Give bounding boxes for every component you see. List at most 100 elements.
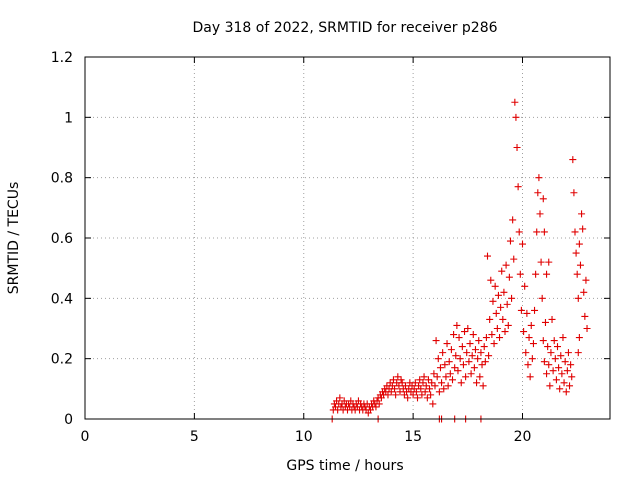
- data-point: [435, 388, 443, 396]
- data-point: [503, 300, 511, 308]
- data-point: [548, 315, 556, 323]
- data-point: [528, 355, 536, 363]
- data-point: [514, 183, 522, 191]
- data-point: [428, 379, 436, 387]
- data-point: [418, 391, 426, 399]
- data-point: [535, 174, 543, 182]
- data-point: [501, 328, 509, 336]
- data-point: [543, 370, 551, 378]
- data-point: [505, 273, 513, 281]
- data-point: [569, 156, 577, 164]
- data-point: [517, 306, 525, 314]
- data-point: [502, 261, 510, 269]
- grid-lines: [85, 57, 610, 419]
- data-point: [573, 270, 581, 278]
- data-point: [566, 382, 574, 390]
- y-tick-label: 1: [64, 110, 73, 126]
- data-point: [570, 189, 578, 197]
- data-point: [499, 315, 507, 323]
- data-point: [479, 382, 487, 390]
- data-point: [568, 373, 576, 381]
- data-point: [429, 400, 437, 408]
- data-point: [525, 334, 533, 342]
- data-point: [567, 361, 575, 369]
- data-point: [455, 334, 463, 342]
- data-point: [416, 376, 424, 384]
- data-point: [462, 373, 470, 381]
- data-point: [424, 376, 432, 384]
- data-point: [434, 355, 442, 363]
- data-point: [444, 382, 452, 390]
- data-point: [441, 361, 449, 369]
- data-point: [445, 358, 453, 366]
- y-tick-label: 0: [64, 412, 73, 428]
- data-point: [414, 394, 421, 402]
- data-point: [417, 385, 425, 393]
- data-point: [488, 331, 496, 339]
- data-point: [486, 315, 494, 323]
- data-point: [538, 294, 546, 302]
- data-point: [401, 382, 409, 390]
- data-point: [494, 291, 502, 299]
- x-tick-label: 0: [81, 429, 90, 445]
- data-point: [527, 321, 535, 329]
- data-point: [526, 373, 534, 381]
- data-point: [480, 343, 488, 351]
- data-point: [454, 367, 462, 375]
- y-tick-label: 0.6: [51, 231, 73, 247]
- data-point: [511, 98, 519, 106]
- data-point: [476, 373, 484, 381]
- data-point: [500, 288, 508, 296]
- data-point: [398, 379, 406, 387]
- chart-title: Day 318 of 2022, SRMTID for receiver p28…: [192, 20, 497, 36]
- data-point: [384, 391, 392, 399]
- data-point: [375, 400, 383, 408]
- data-point: [497, 303, 505, 311]
- data-point: [519, 240, 526, 248]
- data-point: [533, 228, 541, 236]
- data-point: [469, 331, 477, 339]
- data-point: [387, 388, 395, 396]
- data-point: [467, 370, 475, 378]
- data-point: [468, 352, 476, 360]
- data-point: [579, 225, 587, 233]
- data-point: [504, 321, 512, 329]
- data-point: [465, 358, 473, 366]
- data-point: [336, 394, 344, 402]
- data-point: [554, 343, 561, 351]
- data-point: [427, 391, 435, 399]
- data-point: [534, 189, 542, 197]
- data-point: [430, 370, 438, 378]
- data-point: [490, 340, 498, 348]
- data-point: [456, 355, 464, 363]
- data-point: [450, 331, 458, 339]
- y-tick-label: 0.8: [51, 171, 73, 187]
- data-point: [436, 364, 444, 372]
- data-point: [521, 282, 529, 290]
- data-point: [423, 394, 431, 402]
- x-tick-label: 5: [190, 429, 199, 445]
- data-point: [539, 337, 547, 345]
- data-point: [439, 349, 447, 357]
- data-point: [515, 228, 523, 236]
- data-point: [546, 382, 554, 390]
- data-point: [508, 294, 516, 302]
- data-point: [421, 388, 429, 396]
- data-point: [431, 382, 439, 390]
- data-point: [552, 376, 560, 384]
- data-point: [426, 385, 434, 393]
- data-point: [449, 376, 456, 384]
- data-point: [461, 328, 469, 336]
- data-point: [492, 309, 500, 317]
- data-point: [487, 276, 495, 284]
- data-point: [498, 267, 506, 275]
- data-point: [549, 367, 557, 375]
- data-point: [484, 252, 491, 260]
- data-point: [510, 255, 518, 263]
- data-point: [422, 382, 430, 390]
- data-point: [522, 349, 530, 357]
- data-point: [466, 340, 474, 348]
- data-point: [571, 228, 579, 236]
- y-tick-label: 1.2: [51, 50, 73, 66]
